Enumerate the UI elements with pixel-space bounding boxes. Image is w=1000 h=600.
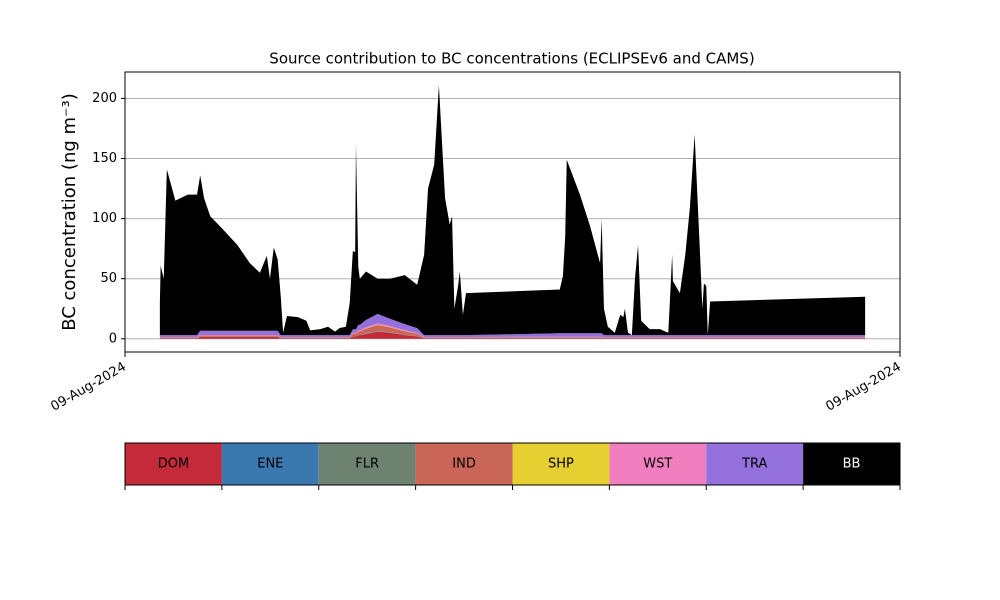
legend-swatch: [609, 443, 707, 485]
area-bb: [159, 85, 866, 336]
chart-title: Source contribution to BC concentrations…: [269, 50, 754, 68]
legend-label: FLR: [355, 457, 379, 472]
legend-label: DOM: [158, 457, 189, 472]
y-tick-label: 0: [109, 331, 117, 346]
y-tick-label: 200: [92, 91, 117, 106]
legend-swatch: [706, 443, 804, 485]
legend-label: ENE: [257, 457, 283, 472]
plot-frame: [124, 71, 901, 353]
x-tick-label: 09-Aug-2024: [823, 360, 903, 415]
area-dom: [159, 331, 866, 339]
legend-label: WST: [643, 457, 672, 472]
legend-swatch: [415, 443, 513, 485]
y-tick-label: 100: [92, 211, 117, 226]
legend-swatch: [512, 443, 610, 485]
y-tick-label: 50: [100, 271, 117, 286]
legend-swatch: [221, 443, 319, 485]
legend-label: IND: [452, 457, 476, 472]
legend-swatch: [318, 443, 416, 485]
y-axis-label: BC concentration (ng m⁻³): [59, 93, 80, 331]
legend-label: TRA: [741, 457, 767, 472]
y-tick-label: 150: [92, 151, 117, 166]
legend-frame: [124, 442, 901, 486]
area-tra: [159, 313, 866, 337]
legend-label: SHP: [548, 457, 574, 472]
x-tick-label: 09-Aug-2024: [48, 360, 128, 415]
legend-swatch: [125, 443, 222, 485]
legend-label: BB: [843, 457, 861, 472]
legend-swatch: [803, 443, 900, 485]
